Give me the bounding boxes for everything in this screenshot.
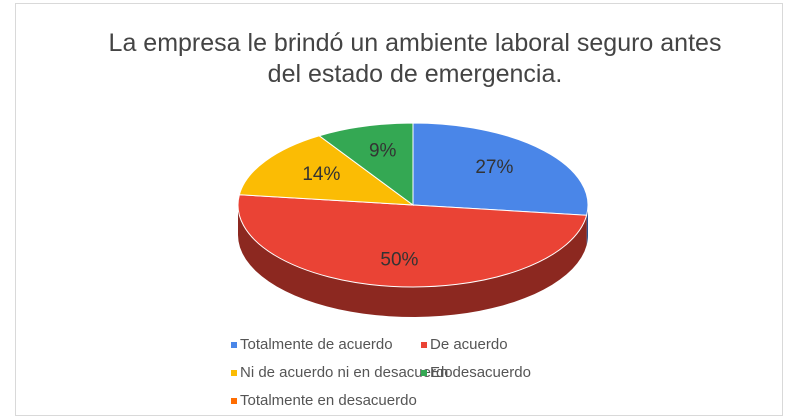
legend-marker <box>421 370 427 376</box>
legend-marker <box>231 398 237 404</box>
data-label: 9% <box>369 140 397 161</box>
data-label: 14% <box>302 164 340 185</box>
slice <box>318 122 414 206</box>
slice-side <box>238 205 587 317</box>
legend-marker <box>231 370 237 376</box>
slice <box>412 122 589 216</box>
slice <box>238 135 415 206</box>
legend-label: Ni de acuerdo ni en desacuerdo <box>240 364 453 381</box>
legend-label: Totalmente de acuerdo <box>240 336 393 353</box>
data-label: 27% <box>475 157 513 178</box>
legend-label: De acuerdo <box>430 336 508 353</box>
legend-marker <box>421 342 427 348</box>
data-label: 50% <box>380 249 418 270</box>
slice <box>237 194 588 288</box>
legend-label: En desacuerdo <box>430 364 531 381</box>
legend-label: Totalmente en desacuerdo <box>240 392 417 409</box>
chart-title: La empresa le brindó un ambiente laboral… <box>108 29 722 88</box>
legend-marker <box>231 342 237 348</box>
